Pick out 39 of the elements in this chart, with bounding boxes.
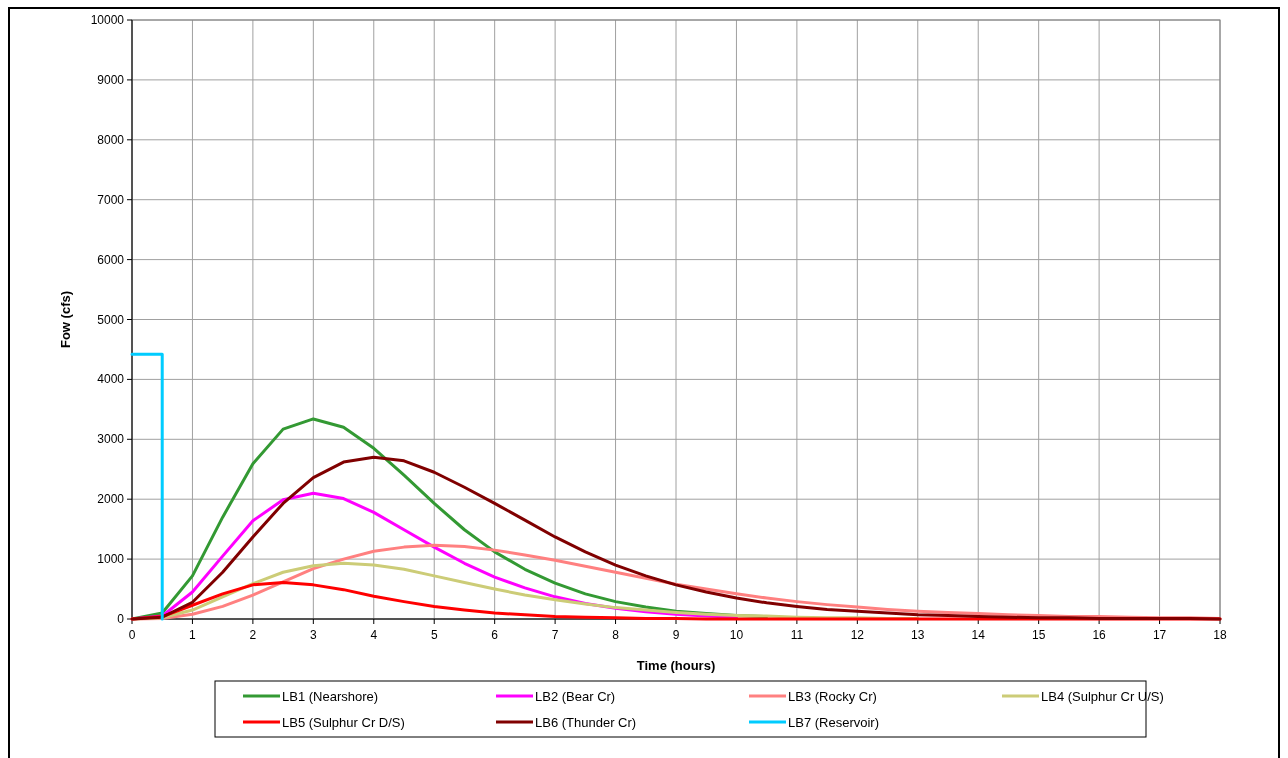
y-tick-label: 10000: [90, 13, 125, 27]
x-tick-label: 8: [612, 628, 620, 642]
y-tick-label: 1000: [97, 552, 125, 567]
y-tick-label: 7000: [97, 192, 125, 207]
x-tick-label: 13: [911, 628, 925, 642]
y-axis-title: Fow (cfs): [58, 290, 73, 349]
y-tick-label: 5000: [97, 312, 125, 327]
x-tick-label: 3: [309, 628, 317, 642]
x-tick-label: 17: [1152, 628, 1167, 642]
x-tick-label: 2: [249, 628, 257, 642]
legend-label: LB3 (Rocky Cr): [788, 689, 877, 704]
y-tick-label: 9000: [97, 72, 125, 87]
x-axis-title: Time (hours): [636, 658, 716, 673]
x-tick-label: 4: [370, 628, 378, 642]
y-tick-label: 4000: [97, 372, 125, 387]
x-tick-label: 11: [790, 628, 804, 642]
y-tick-label: 3000: [97, 432, 125, 447]
x-tick-label: 16: [1092, 628, 1107, 642]
legend-label: LB4 (Sulphur Cr U/S): [1041, 689, 1164, 704]
x-tick-label: 18: [1213, 628, 1227, 642]
x-tick-label: 14: [971, 628, 986, 642]
x-tick-label: 7: [551, 628, 559, 642]
legend-label: LB2 (Bear Cr): [535, 689, 616, 704]
y-tick-label: 0: [117, 612, 125, 626]
x-tick-label: 9: [672, 628, 680, 642]
legend-label: LB7 (Reservoir): [788, 715, 880, 730]
y-tick-label: 6000: [97, 252, 125, 267]
legend-label: LB1 (Nearshore): [282, 689, 379, 704]
x-tick-label: 1: [189, 628, 197, 642]
y-tick-label: 2000: [97, 492, 125, 507]
x-tick-label: 5: [430, 628, 438, 642]
legend-label: LB5 (Sulphur Cr D/S): [282, 715, 405, 730]
legend-label: LB6 (Thunder Cr): [535, 715, 637, 730]
x-tick-label: 15: [1031, 628, 1046, 642]
x-tick-label: 12: [850, 628, 865, 642]
x-tick-label: 6: [491, 628, 499, 642]
x-tick-label: 0: [128, 628, 136, 642]
y-tick-label: 8000: [97, 132, 125, 147]
x-tick-label: 10: [729, 628, 744, 642]
